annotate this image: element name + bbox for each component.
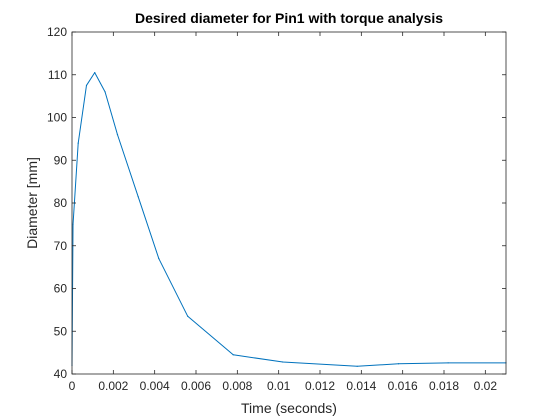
- x-tick-label: 0.004: [140, 379, 170, 393]
- axis-ticks: 0 0.002 0.004 0.006 0.008 0.01 0.012 0.014 0.016…: [47, 25, 506, 393]
- data-point: [85, 84, 88, 87]
- x-tick-label: 0.008: [222, 379, 252, 393]
- data-point: [77, 142, 79, 144]
- data-point: [232, 354, 234, 356]
- data-point: [72, 223, 74, 225]
- y-tick-label: 110: [48, 68, 67, 82]
- plot-area: [71, 31, 507, 375]
- x-tick-label: 0.006: [181, 379, 211, 393]
- y-tick-label: 60: [54, 282, 68, 296]
- data-point: [94, 72, 96, 74]
- y-axis-label: Diameter [mm]: [24, 157, 40, 249]
- data-point: [397, 363, 400, 365]
- y-tick-label: 40: [54, 367, 68, 381]
- data-point: [447, 362, 449, 364]
- x-tick-label: 0.014: [346, 379, 376, 393]
- x-tick-label: 0.01: [267, 379, 291, 393]
- x-tick-label: 0.02: [474, 379, 498, 393]
- x-tick-label: 0.018: [429, 379, 459, 393]
- y-tick-label: 90: [54, 153, 68, 167]
- data-point: [356, 365, 358, 367]
- data-point: [116, 134, 119, 136]
- data-point: [187, 315, 189, 317]
- data-point: [137, 195, 139, 198]
- x-tick-label: 0.016: [388, 379, 418, 393]
- axes-background: [72, 32, 506, 374]
- data-point: [282, 361, 284, 363]
- y-tick-label: 80: [54, 196, 68, 210]
- y-tick-label: 120: [47, 25, 67, 39]
- series-line-1: [71, 72, 506, 367]
- data-point: [158, 257, 160, 260]
- data-point: [104, 91, 106, 93]
- y-tick-label: 100: [47, 111, 67, 125]
- x-tick-label: 0: [69, 379, 76, 393]
- x-tick-label: 0.002: [98, 379, 128, 393]
- x-tick-label: 0.012: [305, 379, 335, 393]
- y-tick-label: 70: [54, 239, 68, 253]
- chart-title: Desired diameter for Pin1 with torque an…: [135, 10, 443, 26]
- y-tick-label: 50: [54, 324, 68, 338]
- x-axis-label: Time (seconds): [241, 400, 337, 416]
